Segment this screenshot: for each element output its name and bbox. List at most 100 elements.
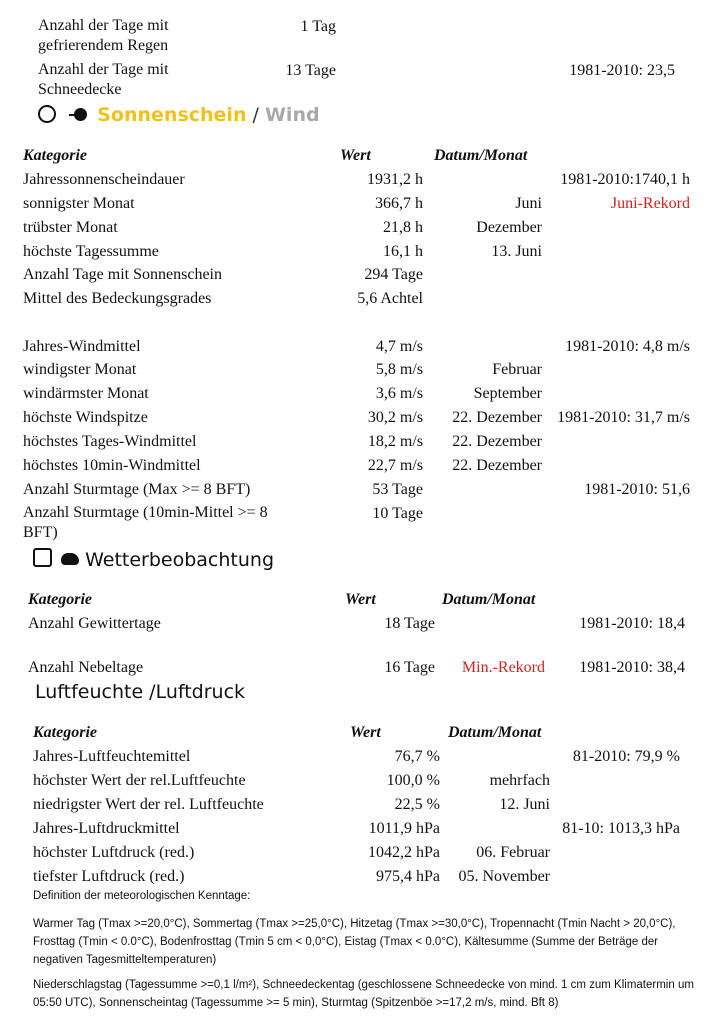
row-value: 5,6 Achtel [357, 290, 423, 307]
row-value: 1011,9 hPa [368, 820, 440, 837]
row-note: 81-2010: 79,9 % [572, 748, 680, 765]
row-label: sonnigster Monat [23, 195, 135, 212]
row-value: 10 Tage [372, 505, 423, 522]
row-date: Juni [515, 195, 542, 212]
table-row: windärmster Monat 3,6 m/s September [0, 383, 712, 405]
row-value: 100,0 % [386, 772, 440, 789]
row-value: 22,5 % [394, 796, 440, 813]
header-date: Datum/Monat [442, 591, 536, 608]
row-value: 1 Tag [300, 18, 336, 35]
row-date: 22. Dezember [452, 433, 542, 450]
section-heading-sun-wind: Sonnenschein / Wind [38, 104, 320, 126]
row-date: September [473, 385, 542, 402]
table-row: Anzahl Sturmtage (10min-Mittel >= 8 BFT)… [0, 503, 712, 545]
row-note: 1981-2010: 23,5 [569, 62, 675, 79]
heading-sun: Sonnenschein [97, 104, 247, 126]
row-label: höchste Tagessumme [23, 243, 159, 260]
row-date: Februar [492, 361, 542, 378]
table-row: höchste Tagessumme 16,1 h 13. Juni [0, 241, 712, 263]
table-row: Anzahl Gewittertage 18 Tage 1981-2010: 18,… [0, 613, 712, 635]
row-label: höchste Windspitze [23, 409, 148, 426]
row-value: 975,4 hPa [376, 868, 440, 885]
sun-icon [38, 105, 56, 123]
row-label: Jahressonnenscheindauer [23, 171, 185, 188]
row-value: 16 Tage [384, 659, 435, 676]
table-row: Jahres-Luftdruckmittel 1011,9 hPa 81-10: 1… [0, 818, 712, 840]
row-value: 1931,2 h [367, 171, 423, 188]
row-label: Jahres-Luftfeuchtemittel [33, 748, 191, 765]
row-label: Anzahl Gewittertage [28, 615, 161, 632]
table-row: sonnigster Monat 366,7 h Juni Juni-Rekord [0, 193, 712, 215]
row-value: 22,7 m/s [367, 457, 423, 474]
table-row: niedrigster Wert der rel. Luftfeuchte 22,… [0, 794, 712, 816]
row-note: 81-10: 1013,3 hPa [562, 820, 680, 837]
table-row: höchster Luftdruck (red.) 1042,2 hPa 06. F… [0, 842, 712, 864]
header-date: Datum/Monat [434, 147, 528, 164]
row-value: 1042,2 hPa [368, 844, 440, 861]
row-date: 22. Dezember [452, 409, 542, 426]
section-heading-observation: Wetterbeobachtung [33, 548, 274, 571]
table-header: Kategorie Wert Datum/Monat [0, 722, 712, 744]
row-label: Anzahl der Tage mit Schneedecke [38, 61, 169, 98]
row-label: trübster Monat [23, 219, 118, 236]
header-category: Kategorie [33, 724, 97, 741]
row-note: 1981-2010:1740,1 h [560, 171, 690, 188]
table-row: Mittel des Bedeckungsgrades 5,6 Achtel [0, 288, 712, 310]
row-label: höchster Wert der rel.Luftfeuchte [33, 772, 246, 789]
header-category: Kategorie [28, 591, 92, 608]
row-label: Anzahl Nebeltage [28, 659, 144, 676]
row-label: Anzahl Sturmtage (10min-Mittel >= 8 BFT) [23, 504, 268, 541]
row-label: Anzahl der Tage mit gefrierendem Regen [38, 17, 169, 54]
row-date: 06. Februar [476, 844, 550, 861]
row-date: 12. Juni [499, 796, 550, 813]
header-category: Kategorie [23, 147, 87, 164]
row-note: 1981-2010: 31,7 m/s [557, 409, 690, 426]
row-value: 21,8 h [383, 219, 423, 236]
row-value: 53 Tage [372, 481, 423, 498]
table-row: Anzahl Nebeltage 16 Tage Min.-Rekord 1981-2… [0, 657, 712, 679]
row-label: höchstes 10min-Windmittel [23, 457, 201, 474]
row-date: Min.-Rekord [461, 659, 545, 676]
row-note: 1981-2010: 4,8 m/s [565, 338, 690, 355]
header-value: Wert [345, 591, 376, 608]
definitions-paragraph: Warmer Tag (Tmax >=20,0°C), Sommertag (T… [33, 918, 676, 966]
row-value: 4,7 m/s [375, 338, 423, 355]
wind-icon [68, 107, 87, 123]
row-value: 16,1 h [383, 243, 423, 260]
row-label: Jahres-Luftdruckmittel [33, 820, 180, 837]
thunderstorm-icon [61, 553, 80, 565]
heading-separator: / [246, 104, 265, 126]
row-value: 18 Tage [384, 615, 435, 632]
row-note: 1981-2010: 38,4 [579, 659, 685, 676]
row-value: 5,8 m/s [375, 361, 423, 378]
row-value: 366,7 h [375, 195, 423, 212]
table-header: Kategorie Wert Datum/Monat [0, 589, 712, 611]
table-row: höchstes 10min-Windmittel 22,7 m/s 22. Dez… [0, 455, 712, 477]
row-value: 76,7 % [394, 748, 440, 765]
row-value: 18,2 m/s [367, 433, 423, 450]
row-note: 1981-2010: 18,4 [579, 615, 685, 632]
heading-wind: Wind [264, 104, 320, 126]
table-row: Jahressonnenscheindauer 1931,2 h 1981-2010… [0, 169, 712, 191]
table-row: Anzahl der Tage mit gefrierendem Regen 1… [0, 16, 712, 60]
table-row: trübster Monat 21,8 h Dezember [0, 217, 712, 239]
row-date: Dezember [476, 219, 542, 236]
row-date: mehrfach [489, 772, 550, 789]
row-label: tiefster Luftdruck (red.) [33, 868, 185, 885]
header-value: Wert [340, 147, 371, 164]
row-label: Anzahl Sturmtage (Max >= 8 BFT) [23, 481, 251, 498]
table-row: Jahres-Windmittel 4,7 m/s 1981-2010: 4,8 m… [0, 336, 712, 358]
table-row: windigster Monat 5,8 m/s Februar [0, 359, 712, 381]
header-value: Wert [350, 724, 381, 741]
section-heading-humidity: Luftfeuchte /Luftdruck [35, 681, 246, 703]
row-note: 1981-2010: 51,6 [584, 481, 690, 498]
row-label: Mittel des Bedeckungsgrades [23, 290, 212, 307]
row-label: Jahres-Windmittel [23, 338, 141, 355]
heading-text: Wetterbeobachtung [85, 549, 275, 571]
row-label: Anzahl Tage mit Sonnenschein [23, 266, 222, 283]
definitions-paragraph: Niederschlagstag (Tagessumme >=0,1 l/m²)… [33, 979, 694, 1009]
table-row: Anzahl Tage mit Sonnenschein 294 Tage [0, 264, 712, 286]
row-value: 294 Tage [364, 266, 423, 283]
header-date: Datum/Monat [448, 724, 542, 741]
